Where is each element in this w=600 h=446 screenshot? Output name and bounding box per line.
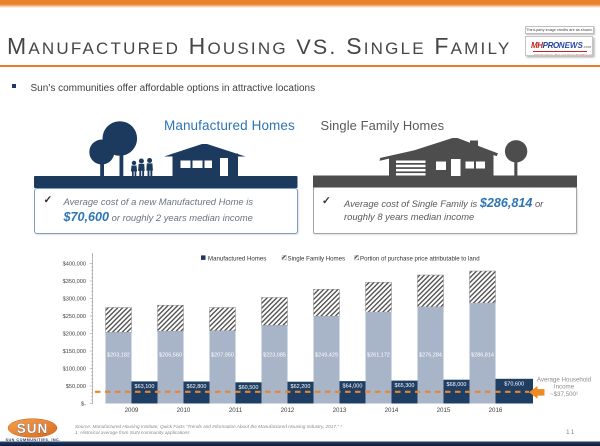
svg-text:Average Household: Average Household [537, 377, 592, 384]
svg-text:2010: 2010 [177, 407, 191, 414]
svg-text:$65,300: $65,300 [395, 383, 415, 389]
svg-text:2015: 2015 [437, 407, 451, 414]
svg-text:Manufactured Homes: Manufactured Homes [208, 255, 266, 262]
svg-text:$62,800: $62,800 [187, 384, 207, 390]
svg-text:$206,560: $206,560 [159, 353, 182, 359]
svg-text:$63,100: $63,100 [135, 384, 155, 390]
svg-text:2013: 2013 [333, 407, 347, 414]
svg-text:$223,085: $223,085 [263, 353, 286, 359]
svg-text:2016: 2016 [489, 407, 503, 414]
svg-text:2011: 2011 [229, 407, 243, 414]
svg-text:$70,600: $70,600 [504, 381, 524, 387]
svg-text:Income: Income [554, 384, 575, 391]
svg-text:$261,172: $261,172 [367, 353, 390, 359]
svg-text:$150,000: $150,000 [63, 349, 86, 355]
svg-text:$350,000: $350,000 [63, 279, 86, 285]
svg-text:SUN: SUN [17, 421, 49, 436]
svg-text:$249,429: $249,429 [315, 353, 338, 359]
svg-text:Portion of purchase price attr: Portion of purchase price attributable t… [360, 255, 480, 262]
svg-text:$203,182: $203,182 [107, 353, 130, 359]
svg-text:SUN COMMUNITIES, INC.: SUN COMMUNITIES, INC. [6, 438, 61, 442]
svg-text:1. Historical average from SUN: 1. Historical average from SUN community… [75, 430, 190, 435]
svg-text:$60,500: $60,500 [239, 385, 259, 391]
svg-text:2012: 2012 [281, 407, 295, 414]
svg-text:2014: 2014 [385, 407, 399, 414]
svg-text:$64,000: $64,000 [343, 384, 363, 390]
svg-text:2009: 2009 [125, 407, 139, 414]
svg-text:$200,000: $200,000 [63, 332, 86, 338]
svg-text:Source: Manufactured Housing I: Source: Manufactured Housing Institute, … [75, 424, 342, 429]
svg-text:$-: $- [81, 402, 86, 408]
svg-text:$276,284: $276,284 [419, 353, 442, 359]
svg-text:11: 11 [566, 429, 576, 436]
svg-text:$400,000: $400,000 [63, 262, 86, 268]
svg-text:Single Family Homes: Single Family Homes [288, 255, 346, 262]
svg-text:$207,950: $207,950 [211, 353, 234, 359]
svg-text:~$37,500¹: ~$37,500¹ [550, 391, 578, 398]
svg-text:$100,000: $100,000 [63, 367, 86, 373]
svg-text:$250,000: $250,000 [63, 314, 86, 320]
svg-text:$286,814: $286,814 [471, 353, 494, 359]
svg-text:$68,000: $68,000 [447, 382, 467, 388]
svg-text:$50,000: $50,000 [66, 384, 86, 390]
svg-text:$300,000: $300,000 [63, 297, 86, 303]
svg-text:$62,200: $62,200 [291, 384, 311, 390]
